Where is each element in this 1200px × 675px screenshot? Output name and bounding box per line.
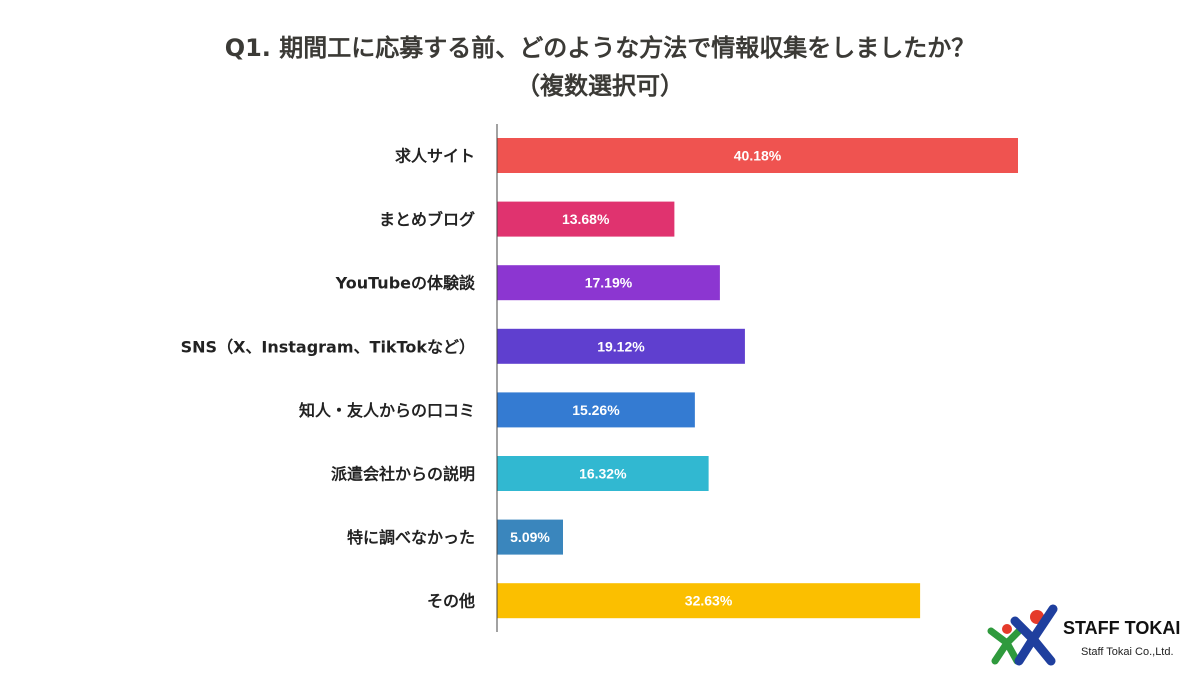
bar [497, 519, 564, 555]
logo-name: STAFF TOKAI [1063, 618, 1181, 638]
data-label: 16.32% [579, 466, 627, 482]
bar [497, 392, 695, 428]
data-label: 32.63% [685, 593, 733, 609]
category-label: 知人・友人からの口コミ [299, 401, 475, 420]
bar [497, 456, 709, 491]
data-label: 13.68% [562, 211, 610, 227]
bar [497, 265, 720, 301]
chart-title: Q1. 期間工に応募する前、どのような方法で情報収集をしましたか？ [224, 34, 976, 62]
logo-company: Staff Tokai Co.,Ltd. [1081, 646, 1174, 658]
chart-subtitle: （複数選択可） [516, 72, 684, 100]
category-label: まとめブログ [379, 210, 475, 229]
data-label: 17.19% [585, 275, 633, 291]
category-label: 特に調べなかった [347, 528, 475, 547]
data-label: 5.09% [510, 529, 550, 545]
data-label: 19.12% [597, 338, 645, 354]
data-label: 15.26% [572, 402, 620, 418]
category-label: SNS（X、Instagram、TikTokなど） [181, 337, 475, 356]
logo-people-icon [987, 604, 1058, 666]
data-label: 40.18% [734, 148, 782, 164]
bar [497, 201, 675, 237]
category-label: YouTubeの体験談 [335, 274, 476, 293]
bar [497, 328, 745, 364]
staff-tokai-logo: STAFF TOKAI Staff Tokai Co.,Ltd. [985, 603, 1200, 673]
bar [497, 583, 921, 619]
bar [497, 138, 1018, 173]
category-label: 求人サイト [395, 147, 475, 166]
category-label: 派遣会社からの説明 [331, 465, 475, 484]
category-label: その他 [427, 592, 475, 611]
